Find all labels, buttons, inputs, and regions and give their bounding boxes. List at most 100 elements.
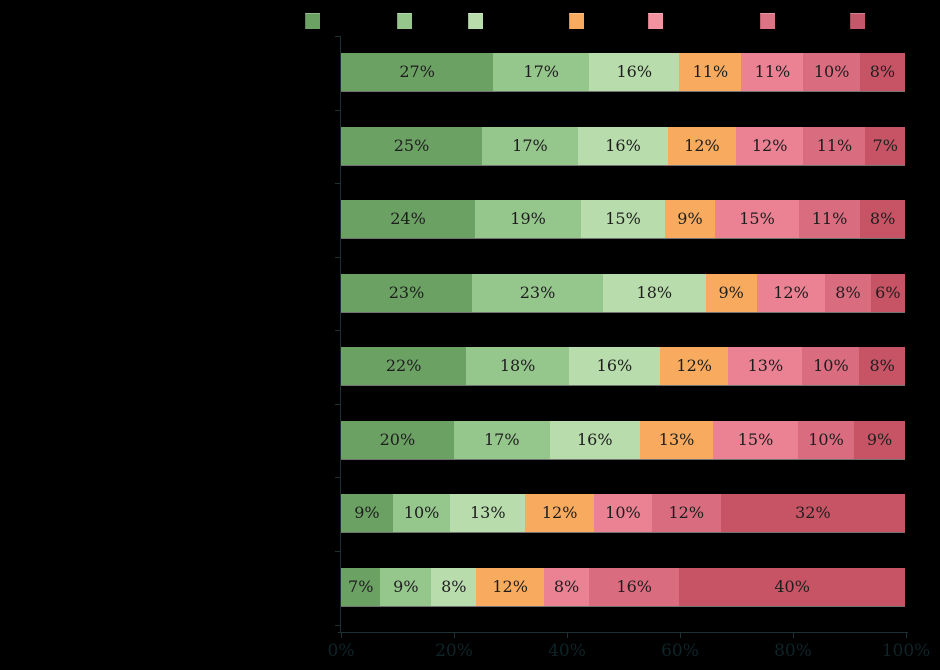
y-axis-tick bbox=[335, 110, 341, 111]
segment-value-label: 13% bbox=[469, 503, 506, 522]
bar-row: 20% 17% 16% 13% 15% 10% 9% bbox=[341, 421, 905, 460]
segment-value-label: 13% bbox=[658, 430, 695, 449]
segment-value-label: 7% bbox=[872, 136, 898, 155]
bar-segment: 12% bbox=[660, 347, 729, 385]
segment-value-label: 8% bbox=[869, 62, 896, 81]
segment-value-label: 16% bbox=[577, 430, 613, 449]
segment-value-label: 12% bbox=[773, 283, 809, 302]
x-axis-tick bbox=[341, 632, 342, 638]
bar-segment: 12% bbox=[668, 127, 736, 165]
segment-value-label: 25% bbox=[393, 136, 430, 155]
y-axis-tick bbox=[335, 551, 341, 552]
bar-segment: 11% bbox=[803, 127, 866, 165]
segment-value-label: 9% bbox=[677, 209, 703, 228]
segment-value-label: 12% bbox=[676, 356, 712, 375]
y-axis-tick bbox=[335, 36, 341, 37]
segment-value-label: 17% bbox=[483, 430, 520, 449]
bar-segment: 11% bbox=[798, 200, 861, 238]
bar-row: 25% 17% 16% 12% 12% 11% 7% bbox=[341, 127, 905, 166]
bar-row: 7% 9% 8% 12% 8% 16% 40% bbox=[341, 568, 905, 607]
y-axis-tick bbox=[335, 625, 341, 626]
bar-segment: 13% bbox=[450, 494, 526, 532]
bar-segment: 18% bbox=[603, 274, 706, 312]
legend-swatch bbox=[648, 13, 663, 29]
y-axis-tick bbox=[335, 477, 341, 478]
segment-value-label: 7% bbox=[348, 577, 374, 596]
segment-value-label: 9% bbox=[393, 577, 419, 596]
segment-value-label: 18% bbox=[499, 356, 536, 375]
bar-segment: 25% bbox=[341, 127, 482, 165]
segment-value-label: 16% bbox=[596, 356, 633, 375]
segment-value-label: 11% bbox=[754, 62, 791, 81]
segment-value-label: 18% bbox=[636, 283, 673, 302]
bar-row: 23% 23% 18% 9% 12% 8% 6% bbox=[341, 274, 905, 313]
bar-segment: 15% bbox=[715, 200, 799, 238]
x-axis-tick bbox=[454, 632, 455, 638]
bar-segment: 18% bbox=[466, 347, 569, 385]
bar-segment: 8% bbox=[825, 274, 871, 312]
segment-value-label: 11% bbox=[811, 209, 848, 228]
bar-segment: 13% bbox=[728, 347, 803, 385]
segment-value-label: 20% bbox=[379, 430, 416, 449]
segment-value-label: 12% bbox=[668, 503, 705, 522]
segment-value-label: 10% bbox=[813, 356, 849, 375]
bar-row: 9% 10% 13% 12% 10% 12% 32% bbox=[341, 494, 905, 533]
bar-segment: 8% bbox=[544, 568, 590, 606]
segment-value-label: 10% bbox=[605, 503, 641, 522]
segment-value-label: 12% bbox=[751, 136, 788, 155]
bar-segment: 10% bbox=[594, 494, 652, 532]
segment-value-label: 19% bbox=[510, 209, 546, 228]
segment-value-label: 9% bbox=[718, 283, 744, 302]
bar-segment: 16% bbox=[589, 53, 680, 91]
bar-segment: 16% bbox=[589, 568, 680, 606]
segment-value-label: 11% bbox=[692, 62, 729, 81]
segment-value-label: 16% bbox=[605, 136, 641, 155]
bar-segment: 17% bbox=[453, 421, 550, 459]
bar-segment: 22% bbox=[341, 347, 467, 385]
segment-value-label: 12% bbox=[684, 136, 720, 155]
bar-segment: 9% bbox=[854, 421, 905, 459]
segment-value-label: 11% bbox=[816, 136, 853, 155]
segment-value-label: 23% bbox=[388, 283, 425, 302]
bar-segment: 9% bbox=[341, 494, 393, 532]
bar-segment: 16% bbox=[549, 421, 640, 459]
segment-value-label: 15% bbox=[605, 209, 641, 228]
segment-value-label: 6% bbox=[875, 283, 901, 302]
segment-value-label: 8% bbox=[553, 577, 580, 596]
legend-swatch bbox=[397, 13, 412, 29]
segment-value-label: 9% bbox=[866, 430, 893, 449]
segment-value-label: 24% bbox=[390, 209, 426, 228]
bar-segment: 15% bbox=[581, 200, 665, 238]
segment-value-label: 16% bbox=[616, 62, 653, 81]
legend-swatch bbox=[850, 13, 865, 29]
bar-row: 27% 17% 16% 11% 11% 10% 8% bbox=[341, 53, 905, 92]
segment-value-label: 16% bbox=[616, 577, 652, 596]
bar-segment: 23% bbox=[341, 274, 473, 312]
x-axis-tick-label: 0% bbox=[327, 641, 355, 661]
segment-value-label: 8% bbox=[441, 577, 467, 596]
segment-value-label: 15% bbox=[737, 430, 774, 449]
bar-segment: 10% bbox=[392, 494, 451, 532]
bar-segment: 15% bbox=[713, 421, 798, 459]
x-axis-tick-label: 60% bbox=[661, 641, 699, 661]
segment-value-label: 40% bbox=[774, 577, 810, 596]
segment-value-label: 22% bbox=[385, 356, 422, 375]
bar-segment: 7% bbox=[865, 127, 905, 165]
x-axis-tick bbox=[567, 632, 568, 638]
bar-segment: 6% bbox=[870, 274, 905, 312]
bar-segment: 8% bbox=[859, 53, 905, 91]
plot-area: 27% 17% 16% 11% 11% 10% 8% 25% 17% 16% 12% 12% 11% 7%… bbox=[328, 0, 930, 670]
bar-segment: 11% bbox=[741, 53, 804, 91]
x-axis-tick-label: 20% bbox=[435, 641, 473, 661]
bar-segment: 7% bbox=[341, 568, 381, 606]
bar-segment: 10% bbox=[797, 421, 855, 459]
x-axis-line bbox=[338, 632, 908, 633]
legend-swatch bbox=[569, 13, 584, 29]
bar-row: 24% 19% 15% 9% 15% 11% 8% bbox=[341, 200, 905, 239]
bar-segment: 17% bbox=[493, 53, 590, 91]
segment-value-label: 15% bbox=[739, 209, 775, 228]
y-axis-line bbox=[340, 36, 341, 632]
segment-value-label: 10% bbox=[808, 430, 844, 449]
bar-segment: 12% bbox=[525, 494, 595, 532]
